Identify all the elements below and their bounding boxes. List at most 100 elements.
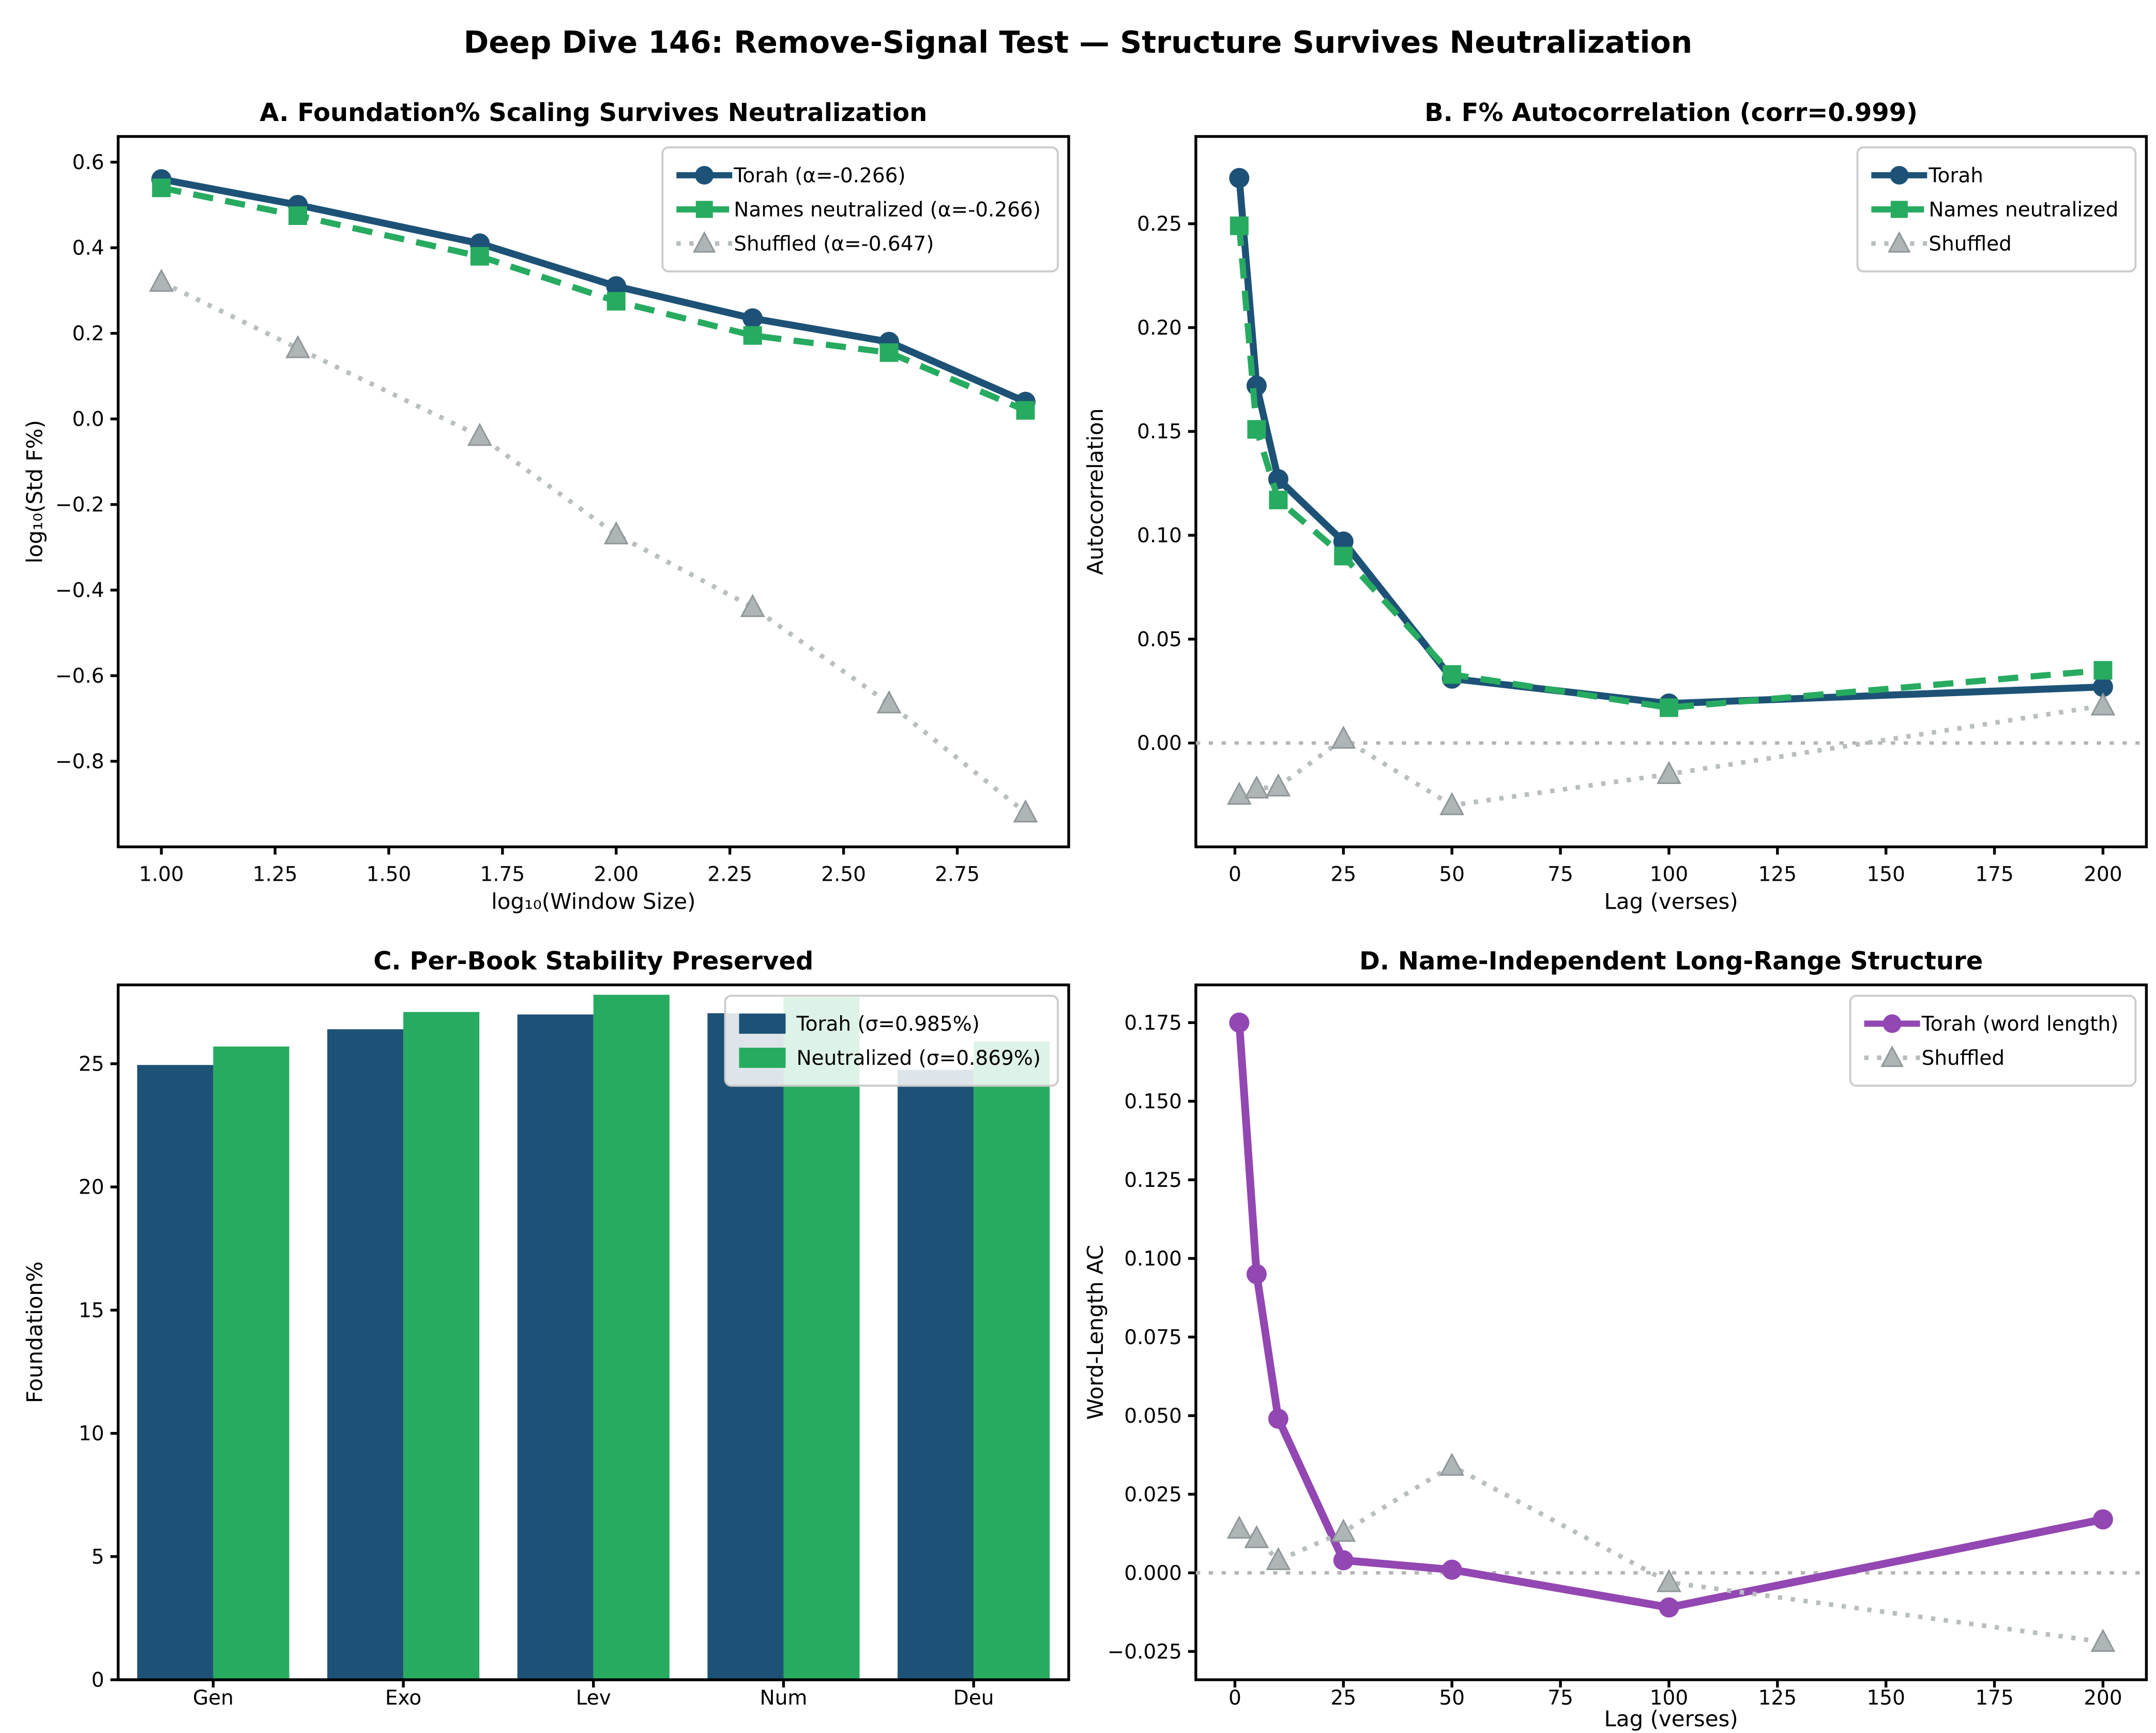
x-tick-label: 1.00 [139, 863, 184, 886]
series-shuffled [1226, 692, 2116, 816]
y-tick-label: 0.2 [72, 322, 104, 345]
data-point-marker [1226, 781, 1252, 805]
y-tick-label: 0.15 [1137, 420, 1182, 444]
y-tick-label: 0.4 [72, 237, 104, 260]
data-point-marker [1333, 1550, 1354, 1571]
legend: Torah (word length) Shuffled [1849, 994, 2137, 1087]
legend-patch-sample [739, 1047, 786, 1068]
data-point-marker [1229, 1012, 1250, 1033]
data-point-marker [740, 594, 765, 617]
legend-box [1849, 994, 2137, 1087]
legend-entry: Torah (word length) [1864, 1013, 2119, 1036]
data-point-marker [2093, 661, 2113, 680]
data-point-marker [470, 247, 489, 266]
y-tick-label: −0.025 [1107, 1640, 1182, 1664]
bar [213, 1046, 290, 1680]
panel-title: D. Name-Independent Long-Range Structure [1359, 946, 1983, 975]
series-line [1238, 703, 2104, 808]
y-tick-label: 0.150 [1124, 1090, 1182, 1113]
y-tick-label: 10 [79, 1422, 104, 1445]
data-point-marker [742, 308, 763, 329]
legend-marker-sample [1880, 1045, 1904, 1067]
x-axis-label: Lag (verses) [1604, 888, 1738, 914]
bar [403, 1012, 480, 1680]
data-point-marker [149, 268, 174, 292]
y-tick-label: 0 [92, 1669, 104, 1692]
data-point-marker [1331, 1518, 1356, 1542]
data-point-marker [152, 178, 171, 198]
y-tick-label: 0.00 [1137, 732, 1182, 755]
y-axis-label: Foundation% [22, 1261, 48, 1403]
data-point-marker [606, 276, 627, 297]
x-tick-label: 1.25 [253, 863, 298, 886]
series-shuffled-0-647- [149, 268, 1038, 823]
y-axis-label: Word-Length AC [1083, 1245, 1108, 1420]
panel-a-foundation-scaling: A. Foundation% Scaling Survives Neutrali… [22, 98, 1070, 914]
panel-d-long-range-structure: D. Name-Independent Long-Range Structure… [1083, 946, 2148, 1731]
x-tick-label: Lev [576, 1686, 611, 1710]
y-tick-label: 0.20 [1137, 317, 1182, 340]
y-tick-label: 0.10 [1137, 524, 1182, 548]
panel-title: A. Foundation% Scaling Survives Neutrali… [260, 98, 927, 127]
bar-series-neutralized [213, 994, 1050, 1680]
legend-marker-sample [1888, 231, 1911, 253]
data-point-marker [876, 690, 902, 714]
y-axis-label: Autocorrelation [1083, 408, 1108, 575]
bar [593, 994, 670, 1680]
bar [517, 1014, 594, 1680]
legend-label: Torah (σ=0.985%) [796, 1013, 979, 1036]
y-tick-label: 0.25 [1137, 213, 1182, 236]
legend-entry: Names neutralized [1871, 198, 2118, 221]
legend-entry: Names neutralized (α=-0.266) [676, 198, 1041, 221]
data-point-marker [1244, 1525, 1269, 1548]
x-tick-label: 125 [1758, 863, 1797, 886]
legend-entry: Neutralized (σ=0.869%) [739, 1047, 1041, 1070]
data-point-marker [1016, 401, 1035, 420]
y-tick-label: −0.8 [55, 750, 104, 774]
x-tick-label: 100 [1650, 1686, 1688, 1710]
data-point-marker [1657, 1569, 1681, 1592]
x-tick-label: Num [760, 1686, 808, 1710]
axes-frame [1194, 983, 2148, 1681]
data-point-marker [1244, 775, 1269, 799]
series-shuffled [1226, 1453, 2116, 1652]
legend-entry: Torah [1871, 164, 1983, 187]
x-tick-label: 2.25 [707, 863, 752, 886]
data-point-marker [603, 521, 629, 545]
data-point-marker [1226, 1515, 1252, 1539]
legend-label: Names neutralized (α=-0.266) [734, 198, 1041, 221]
legend: Torah (σ=0.985%) Neutralized (σ=0.869%) [724, 994, 1059, 1087]
x-tick-label: Gen [193, 1686, 234, 1710]
data-point-marker [1268, 1408, 1288, 1429]
panel-title: C. Per-Book Stability Preserved [373, 946, 813, 975]
bar [783, 997, 860, 1680]
data-point-marker [1439, 792, 1465, 816]
series-line [1235, 1022, 2104, 1611]
y-tick-label: 25 [79, 1052, 104, 1076]
legend-label: Torah (word length) [1921, 1013, 2119, 1036]
x-axis-label: Lag (verses) [1604, 1706, 1738, 1731]
legend-marker-sample [695, 165, 714, 185]
x-tick-label: 25 [1331, 863, 1357, 886]
data-point-marker [2090, 692, 2116, 716]
x-tick-label: Exo [385, 1686, 421, 1710]
panel-b-autocorrelation: B. F% Autocorrelation (corr=0.999) 0.00 0.… [1083, 98, 2148, 914]
y-tick-label: 15 [79, 1299, 104, 1322]
x-tick-label: 175 [1975, 1686, 2013, 1710]
x-tick-label: 200 [2084, 863, 2122, 886]
x-tick-label: 200 [2084, 1686, 2122, 1710]
x-tick-label: 75 [1547, 863, 1573, 886]
data-point-marker [1266, 1547, 1291, 1571]
legend-entry: Shuffled [1871, 231, 2012, 255]
bar [898, 1069, 974, 1680]
y-tick-label: 0.05 [1137, 628, 1182, 651]
legend: Torah (α=-0.266) Names neutralized (α=-0.… [661, 146, 1059, 273]
series-line [1236, 225, 2103, 711]
legend-box [661, 146, 1059, 273]
data-point-marker [1659, 698, 1678, 717]
axes-frame [116, 135, 1070, 849]
data-point-marker [1439, 1453, 1465, 1476]
data-point-marker [1229, 216, 1249, 235]
data-point-marker [1269, 490, 1288, 509]
